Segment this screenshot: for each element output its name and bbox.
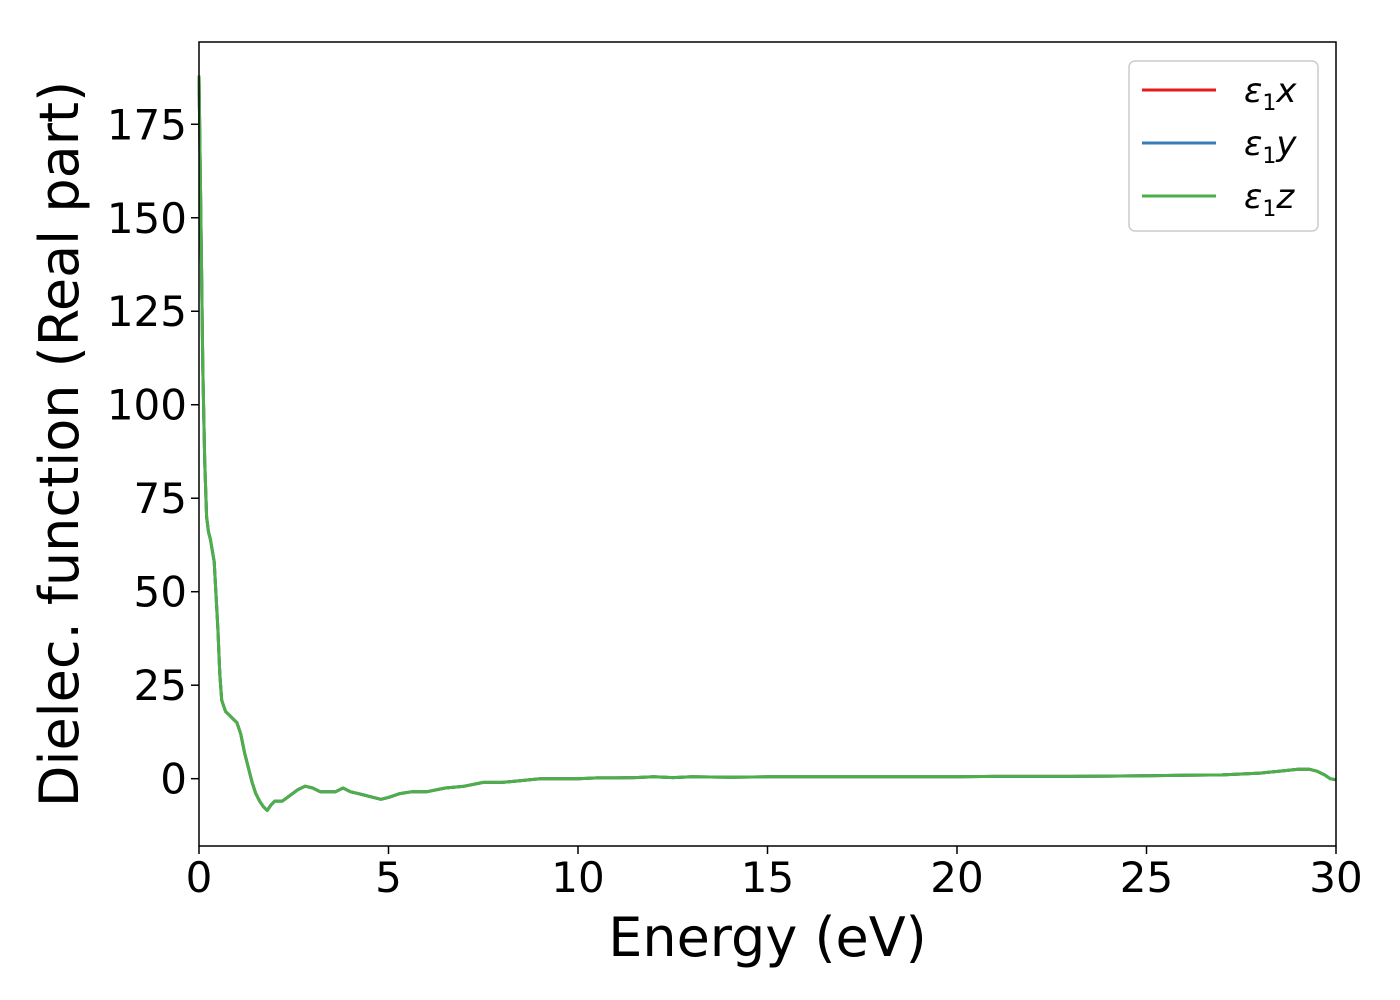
legend-label-y: ε1y [1244,124,1297,169]
series-layer [197,75,1337,812]
x-tick-label: 0 [186,853,213,902]
y-tick-label: 175 [107,100,187,149]
legend-label-z: ε1z [1244,177,1295,222]
x-tick-label: 15 [741,853,794,902]
x-tick-label: 20 [930,853,983,902]
x-axis-title: Energy (eV) [608,906,927,969]
y-axis: 0 25 50 75 100 125 150 175 [107,100,199,804]
x-axis: 0 5 10 15 20 25 30 [186,846,1363,902]
y-tick-label: 25 [134,661,187,710]
x-tick-label: 10 [551,853,604,902]
y-tick-label: 100 [107,381,187,430]
y-tick-label: 150 [107,194,187,243]
legend: ε1x ε1y ε1z [1128,60,1319,232]
series-line-z [197,75,1337,812]
legend-label-x: ε1x [1244,71,1297,116]
y-tick-label: 0 [160,755,187,804]
x-tick-label: 5 [375,853,402,902]
legend-box [1128,60,1319,232]
x-tick-label: 30 [1309,853,1362,902]
x-tick-label: 25 [1120,853,1173,902]
y-tick-label: 50 [134,568,187,617]
y-tick-label: 125 [107,287,187,336]
y-tick-label: 75 [134,474,187,523]
y-axis-title: Dielec. function (Real part) [28,81,91,807]
